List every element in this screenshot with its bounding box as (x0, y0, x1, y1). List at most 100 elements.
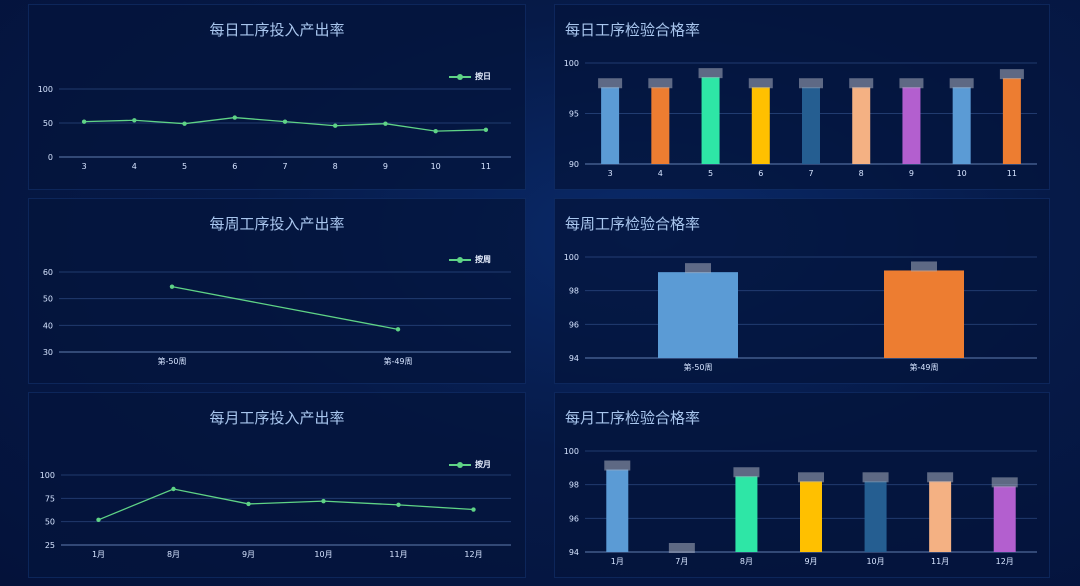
x-tick-label: 10月 (314, 550, 332, 559)
y-tick-label: 100 (564, 253, 579, 262)
legend-line-marker-icon (449, 256, 471, 263)
x-tick-label: 7月 (675, 557, 688, 566)
daily-output-panel: 每日工序投入产出率 按日 0 50 100 3 4 5 6 7 8 9 10 11 (28, 4, 526, 190)
x-tick-label: 9月 (804, 557, 817, 566)
bar-value-label-blurred (798, 472, 824, 483)
daily-pass-title: 每日工序检验合格率 (565, 21, 701, 39)
bar (800, 481, 822, 552)
monthly-output-panel: 每月工序投入产出率 按月 25 50 75 100 1月 8月 9月 10月 11月 12月 (28, 392, 526, 578)
y-tick-label: 50 (45, 518, 55, 527)
x-tick-label: 10 (431, 162, 441, 171)
series-line (98, 488, 474, 521)
data-point (471, 507, 476, 512)
x-tick-label: 7 (808, 169, 813, 178)
bar-value-label-blurred (799, 78, 823, 89)
x-tick-label: 9 (909, 169, 914, 178)
y-tick-label: 100 (38, 85, 53, 94)
x-tick-label: 5 (182, 162, 187, 171)
bar-value-label-blurred (949, 78, 974, 89)
bar (864, 481, 887, 552)
y-tick-label: 98 (569, 287, 579, 296)
bar-value-label-blurred (927, 472, 954, 483)
weekly-output-legend[interactable]: 按周 (449, 254, 491, 265)
y-tick-label: 60 (43, 268, 53, 277)
y-tick-label: 100 (564, 59, 579, 68)
x-tick-label: 第-49周 (909, 362, 938, 372)
bar (606, 469, 629, 552)
data-point (383, 121, 388, 126)
bar-value-label-blurred (604, 460, 631, 471)
daily-output-legend-label: 按日 (475, 72, 491, 81)
bar (751, 87, 770, 164)
x-tick-label: 12月 (996, 557, 1014, 566)
x-tick-label: 9月 (242, 550, 255, 559)
data-point (81, 119, 87, 124)
y-tick-label: 50 (43, 295, 53, 304)
bar-value-label-blurred (862, 472, 889, 483)
data-point (171, 486, 176, 492)
bar-value-label-blurred (899, 78, 924, 89)
x-tick-label: 11 (1007, 169, 1017, 178)
bar (929, 481, 952, 552)
bar-value-label-blurred (991, 477, 1018, 488)
bar-value-label-blurred (849, 78, 874, 89)
y-tick-label: 30 (43, 348, 53, 357)
data-point (169, 284, 175, 289)
monthly-pass-panel: 每月工序检验合格率 94 96 98 100 1月 7月 8月 9月 10月 11月 12月 (554, 392, 1050, 578)
x-tick-label: 4 (658, 169, 663, 178)
y-tick-label: 100 (40, 471, 55, 480)
bar-value-label-blurred (748, 78, 773, 89)
bar (952, 87, 971, 164)
x-tick-label: 8月 (167, 550, 180, 559)
daily-pass-panel: 每日工序检验合格率 90 95 100 3 4 5 6 7 8 9 10 11 (554, 4, 1050, 190)
bar-value-label-blurred (668, 543, 695, 553)
bar (601, 87, 620, 164)
x-tick-label: 5 (708, 169, 713, 178)
y-tick-label: 96 (569, 514, 579, 523)
y-tick-label: 25 (45, 541, 55, 550)
y-tick-label: 94 (569, 548, 579, 557)
weekly-output-title: 每周工序投入产出率 (209, 215, 345, 233)
data-point (282, 119, 288, 124)
monthly-pass-chart: 94 96 98 100 1月 7月 8月 9月 10月 11月 12月 (564, 447, 1037, 566)
x-tick-label: 6 (232, 162, 237, 171)
series-line (171, 286, 399, 330)
bar (802, 87, 820, 164)
x-tick-label: 第-49周 (383, 356, 412, 366)
bar (658, 272, 738, 358)
y-tick-label: 50 (43, 119, 53, 128)
data-point (333, 123, 338, 128)
y-tick-label: 95 (569, 110, 579, 119)
bar-value-label-blurred (733, 467, 760, 478)
bar (884, 270, 964, 358)
x-tick-label: 9 (383, 162, 388, 171)
weekly-pass-chart: 94 96 98 100 第-50周 第-49周 (564, 253, 1037, 372)
daily-output-title: 每日工序投入产出率 (209, 21, 345, 39)
data-point (395, 327, 401, 332)
x-tick-label: 8月 (740, 557, 753, 566)
monthly-output-chart: 25 50 75 100 1月 8月 9月 10月 11月 12月 (40, 471, 511, 559)
x-tick-label: 第-50周 (157, 356, 186, 366)
data-point (132, 118, 137, 123)
monthly-output-legend-label: 按月 (475, 460, 491, 469)
x-tick-label: 11月 (389, 550, 407, 559)
x-tick-label: 10月 (866, 557, 884, 566)
bar-value-label-blurred (999, 69, 1024, 80)
monthly-output-legend[interactable]: 按月 (449, 459, 491, 470)
x-tick-label: 3 (82, 162, 87, 171)
y-tick-label: 94 (569, 354, 579, 363)
bar (1002, 78, 1021, 164)
bar-value-label-blurred (685, 263, 711, 274)
x-tick-label: 8 (333, 162, 338, 171)
data-point (182, 121, 187, 126)
daily-output-legend[interactable]: 按日 (449, 71, 491, 82)
y-tick-label: 75 (45, 494, 55, 503)
bar (651, 87, 670, 164)
x-tick-label: 3 (608, 169, 613, 178)
weekly-output-legend-label: 按周 (475, 255, 491, 264)
data-point (246, 501, 251, 507)
data-point (232, 115, 237, 120)
x-tick-label: 1月 (611, 557, 624, 566)
data-point (321, 498, 326, 504)
data-point (433, 128, 438, 134)
